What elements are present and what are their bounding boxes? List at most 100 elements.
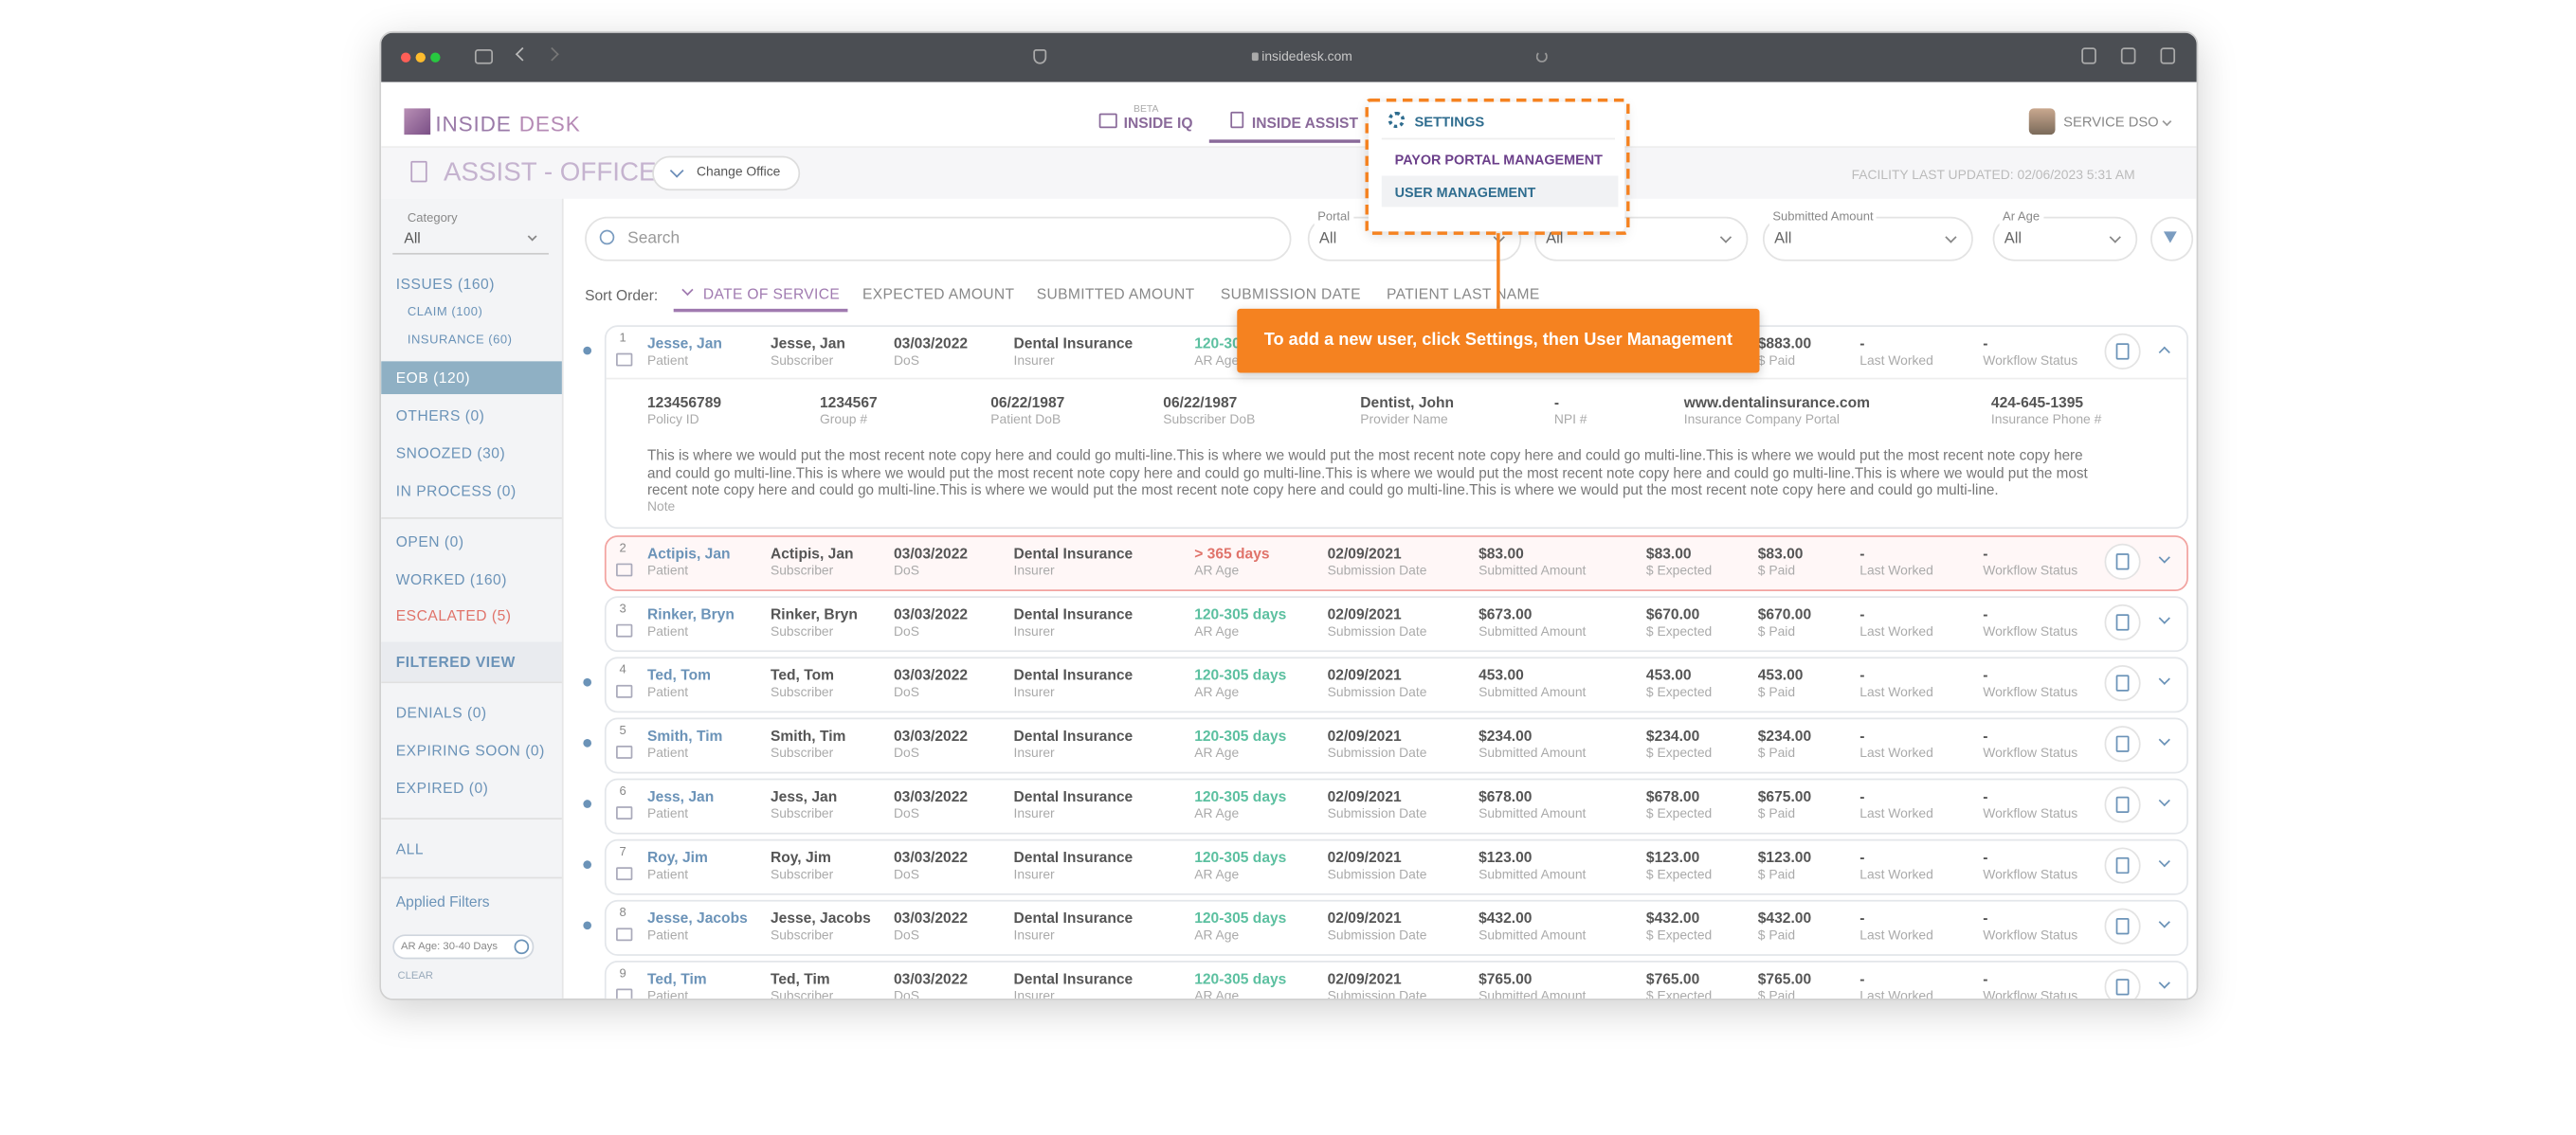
sidebar-toggle[interactable] xyxy=(474,49,494,64)
cell-value: 120-305 days xyxy=(1194,727,1287,745)
sidebar-item[interactable]: CLAIM (100) xyxy=(407,303,483,319)
cell-value: $234.00 xyxy=(1478,727,1533,745)
doc-button[interactable] xyxy=(2104,665,2141,702)
sort-option[interactable]: PATIENT LAST NAME xyxy=(1387,285,1540,302)
sidebar-item[interactable]: OTHERS (0) xyxy=(395,406,485,424)
cell-label: DoS xyxy=(893,563,919,579)
filter-value[interactable]: All xyxy=(1774,229,1792,248)
filter-value[interactable]: All xyxy=(1318,229,1337,248)
category-value[interactable]: All xyxy=(404,229,421,247)
unread-dot xyxy=(583,921,592,930)
change-office-label[interactable]: Change Office xyxy=(696,164,781,179)
sidebar-item[interactable]: OPEN (0) xyxy=(395,533,464,550)
lock-icon xyxy=(1251,52,1259,62)
doc-button[interactable] xyxy=(2104,968,2141,999)
doc-icon xyxy=(2115,979,2130,996)
sidebar-item[interactable]: EXPIRING SOON (0) xyxy=(395,742,545,759)
row-number: 8 xyxy=(619,905,626,920)
heading-bg xyxy=(381,641,562,682)
doc-button[interactable] xyxy=(2104,543,2141,580)
settings-title[interactable]: SETTINGS xyxy=(1414,113,1485,130)
cell-value: Roy, Jim xyxy=(646,849,708,866)
cell-value: $678.00 xyxy=(1478,788,1533,805)
sidebar-item[interactable]: ISSUES (160) xyxy=(395,276,495,293)
traffic-light[interactable] xyxy=(430,52,441,63)
filter-chip[interactable] xyxy=(392,934,535,960)
traffic-light[interactable] xyxy=(400,52,411,63)
cell-label: $ Expected xyxy=(1645,745,1713,761)
url[interactable]: insidedesk.com xyxy=(1261,49,1352,64)
toolbar-icon[interactable] xyxy=(2160,47,2176,64)
sidebar-item[interactable]: ESCALATED (5) xyxy=(395,607,512,624)
cell-label: Insurer xyxy=(1013,928,1055,943)
claim-row[interactable] xyxy=(604,899,2188,956)
chip-close[interactable] xyxy=(514,939,530,955)
doc-icon xyxy=(2115,796,2130,814)
sidebar-item[interactable]: SNOOZED (30) xyxy=(395,444,506,462)
cell-value: - xyxy=(1859,970,1865,987)
claim-row[interactable] xyxy=(604,961,2188,999)
search-box[interactable] xyxy=(585,216,1292,261)
row-icon xyxy=(616,745,633,759)
doc-button[interactable] xyxy=(2104,847,2141,884)
cell-label: Patient xyxy=(646,623,689,640)
sidebar-item[interactable]: EOB (120) xyxy=(395,369,471,387)
cell-value: $432.00 xyxy=(1478,910,1533,927)
cell-label: Subscriber xyxy=(770,928,834,943)
claim-row[interactable] xyxy=(604,596,2188,653)
cell-value: Jesse, Jacobs xyxy=(646,910,748,927)
sidebar-item[interactable]: EXPIRED (0) xyxy=(395,780,489,797)
claim-row[interactable] xyxy=(604,838,2188,895)
category-select[interactable] xyxy=(392,225,549,255)
separator xyxy=(381,517,562,519)
sidebar-item[interactable]: FILTERED VIEW xyxy=(395,653,516,671)
filter-value[interactable]: All xyxy=(2004,229,2023,248)
toolbar-icon[interactable] xyxy=(2120,47,2136,64)
nav-item[interactable]: INSIDE ASSIST xyxy=(1251,115,1358,132)
cell-value: Jess, Jan xyxy=(646,788,715,805)
cell-label: Workflow Status xyxy=(1983,563,2078,579)
traffic-light[interactable] xyxy=(415,52,426,63)
avatar[interactable] xyxy=(2028,108,2056,135)
sort-option[interactable]: DATE OF SERVICE xyxy=(702,285,841,302)
detail-label: Insurance Phone # xyxy=(1990,412,2102,427)
claim-row[interactable] xyxy=(604,535,2188,592)
menu-item[interactable]: PAYOR PORTAL MANAGEMENT xyxy=(1394,151,1603,168)
sidebar-item[interactable]: IN PROCESS (0) xyxy=(395,482,517,499)
claim-row[interactable] xyxy=(604,717,2188,774)
sort-option[interactable]: SUBMITTED AMOUNT xyxy=(1036,285,1195,302)
cell-label: Submitted Amount xyxy=(1478,623,1587,640)
toolbar-icon[interactable] xyxy=(2081,47,2096,64)
clear-filters[interactable]: CLEAR xyxy=(397,970,434,982)
cell-value: Ted, Tim xyxy=(646,970,707,987)
cell-label: Submission Date xyxy=(1327,684,1427,700)
detail-divider xyxy=(606,377,2187,380)
user-menu[interactable]: SERVICE DSO xyxy=(2063,113,2159,130)
sidebar-item[interactable]: WORKED (160) xyxy=(395,571,507,588)
filter-label: Submitted Amount xyxy=(1769,207,1878,227)
claim-row[interactable] xyxy=(604,778,2188,835)
doc-button[interactable] xyxy=(2104,333,2141,370)
cell-value: 03/03/2022 xyxy=(893,727,969,745)
cell-value: Jesse, Jan xyxy=(770,334,845,351)
sort-option[interactable]: SUBMISSION DATE xyxy=(1220,285,1361,302)
cell-value: $678.00 xyxy=(1645,788,1700,805)
doc-button[interactable] xyxy=(2104,726,2141,763)
sidebar-item[interactable]: ALL xyxy=(395,840,425,857)
cell-label: DoS xyxy=(893,684,919,700)
sort-option[interactable]: EXPECTED AMOUNT xyxy=(862,285,1015,302)
doc-button[interactable] xyxy=(2104,604,2141,641)
cell-label: Patient xyxy=(646,745,689,761)
reload-icon[interactable] xyxy=(1535,50,1548,63)
doc-button[interactable] xyxy=(2104,908,2141,945)
cell-value: 453.00 xyxy=(1645,666,1692,684)
cell-value: Ted, Tom xyxy=(770,666,835,684)
sidebar-item[interactable]: DENIALS (0) xyxy=(395,704,487,721)
cell-value: - xyxy=(1983,910,1988,927)
doc-button[interactable] xyxy=(2104,786,2141,823)
menu-item[interactable]: USER MANAGEMENT xyxy=(1394,184,1536,201)
claim-row[interactable] xyxy=(604,657,2188,713)
change-office[interactable] xyxy=(652,155,801,191)
sidebar-item[interactable]: INSURANCE (60) xyxy=(407,332,513,347)
nav-item[interactable]: INSIDE IQ xyxy=(1123,115,1193,132)
